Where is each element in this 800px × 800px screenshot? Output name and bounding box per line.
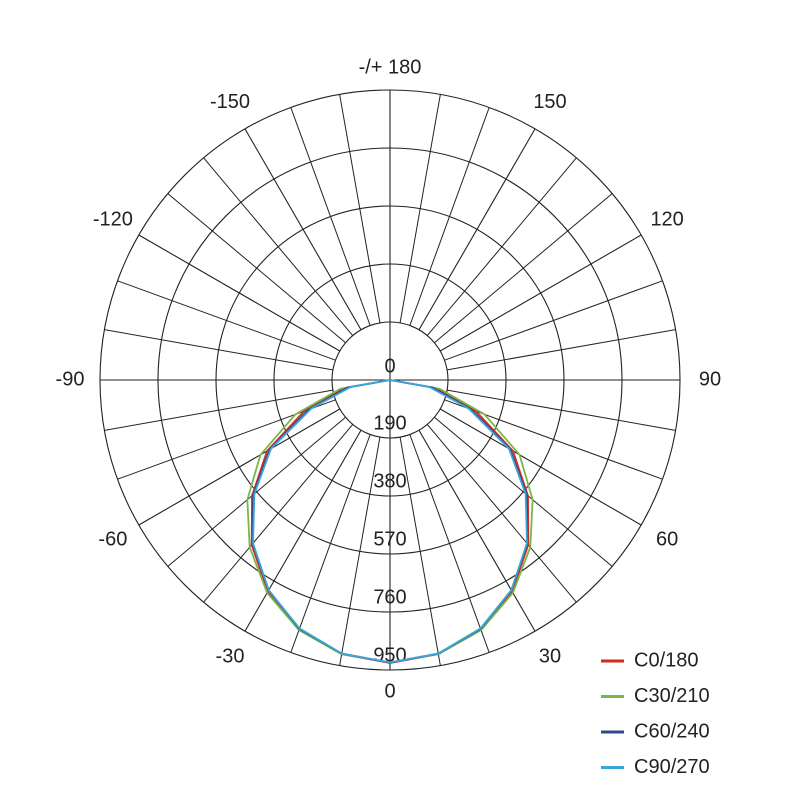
spoke [203,157,354,336]
spoke [167,416,346,567]
angle-label: -90 [56,368,85,390]
angle-label: 30 [539,645,561,667]
legend-label: C30/210 [634,685,710,707]
angle-label: 150 [533,91,566,113]
angle-label: -60 [98,528,127,550]
spoke [447,389,676,431]
spoke [409,107,490,326]
angle-label: 90 [699,368,721,390]
spoke [409,434,490,653]
spoke [290,434,371,653]
angle-label: -30 [216,645,245,667]
spoke [434,193,613,344]
spoke [434,416,613,567]
angle-label: 120 [650,208,683,230]
legend-label: C60/240 [634,720,710,742]
spoke [444,280,663,361]
angle-label: -120 [93,208,133,230]
spoke [399,437,441,666]
spoke [447,329,676,371]
legend-label: C0/180 [634,649,699,671]
angle-grid-line [138,408,341,526]
angle-label: -/+ 180 [359,56,422,78]
spoke [104,329,333,371]
r-tick-label: 760 [373,586,406,608]
angle-label: 60 [656,528,678,550]
angle-grid-line [244,429,362,632]
r-tick-label: 380 [373,470,406,492]
angle-label: 0 [384,680,395,702]
spoke [426,157,577,336]
angle-grid-line [439,408,642,526]
spoke [167,193,346,344]
r-tick-label: 570 [373,528,406,550]
angle-label: -150 [210,91,250,113]
angle-grid-line [138,234,341,352]
spoke [399,94,441,323]
angle-grid-line [244,128,362,331]
spoke [290,107,371,326]
legend-label: C90/270 [634,756,710,778]
spoke [339,437,381,666]
angle-grid-line [418,128,536,331]
r-tick-label: 190 [373,412,406,434]
angle-grid-line [418,429,536,632]
spoke [203,424,354,603]
spoke [117,280,336,361]
spoke [104,389,333,431]
angle-grid-line [439,234,642,352]
spoke [339,94,381,323]
spoke [426,424,577,603]
r-tick-label: 0 [384,355,395,377]
intensity-curve [252,379,528,664]
